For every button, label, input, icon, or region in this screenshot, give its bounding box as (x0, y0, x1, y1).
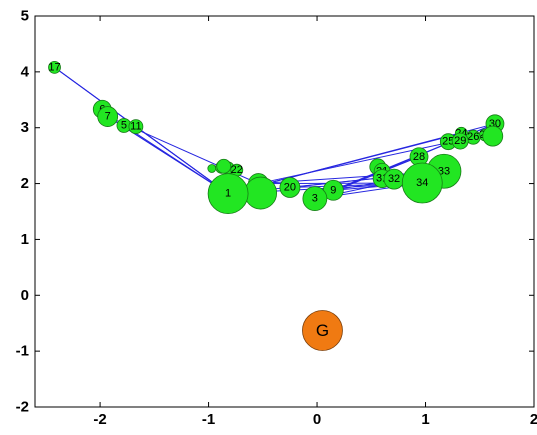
plot-frame (34, 15, 535, 408)
y-tick-label: 3 (21, 119, 29, 136)
node-label: 9 (330, 184, 336, 196)
node-marker (207, 164, 217, 173)
node-label: 33 (438, 165, 450, 177)
node-marker (401, 162, 443, 204)
x-tick-label: 1 (421, 411, 429, 428)
node-label: 3 (312, 193, 318, 205)
node-marker (216, 158, 232, 174)
node-marker (302, 186, 328, 212)
node-3: 3 (302, 186, 328, 212)
node-marker (128, 119, 144, 134)
y-tick-label: 1 (21, 231, 29, 248)
node-label: 25 (442, 136, 454, 148)
node-marker (451, 132, 469, 150)
node-label: 28 (413, 151, 425, 163)
node-label: 34 (416, 177, 428, 189)
center-node-g: G (302, 310, 343, 351)
node-label: 26 (467, 131, 479, 143)
node-11: 11 (128, 119, 144, 134)
node-label: 11 (130, 121, 141, 133)
node-14 (216, 158, 232, 174)
node-label: 7 (105, 111, 111, 123)
node-marker (97, 106, 119, 127)
node-32: 32 (383, 168, 405, 190)
node-label: 5 (121, 119, 127, 131)
node-1: 1 (207, 173, 249, 215)
node-2 (244, 176, 278, 210)
edge-line (123, 125, 229, 195)
node-29: 29 (451, 132, 469, 150)
center-node-label: G (316, 321, 329, 340)
x-tick-label: -2 (93, 411, 106, 428)
node-label: 1 (225, 188, 231, 200)
x-tick-label: 2 (530, 411, 537, 428)
node-25: 25 (439, 133, 457, 151)
y-tick-label: -2 (16, 399, 29, 416)
center-node-marker (302, 310, 343, 351)
node-label: 17 (48, 61, 60, 73)
node-marker (279, 177, 301, 198)
node-label: 20 (284, 181, 296, 193)
node-label: 32 (388, 173, 400, 185)
node-23 (482, 125, 504, 147)
node-marker (482, 125, 504, 147)
x-tick-label: 0 (313, 411, 321, 428)
y-tick-label: 2 (21, 175, 29, 192)
node-marker (244, 176, 278, 210)
node-13 (207, 164, 217, 173)
edge-line (258, 136, 474, 185)
node-34: 34 (401, 162, 443, 204)
node-marker (207, 173, 249, 215)
y-tick-label: 5 (21, 8, 29, 25)
node-7: 7 (97, 106, 119, 127)
y-tick-label: 4 (21, 63, 30, 80)
node-marker (48, 60, 61, 74)
node-20: 20 (279, 177, 301, 198)
y-tick-label: 0 (21, 287, 29, 304)
node-28: 28 (409, 147, 429, 167)
node-label: 22 (231, 164, 243, 176)
x-tick-label: -1 (202, 411, 215, 428)
node-label: 29 (454, 135, 466, 147)
nodes-layer: 172224275112621252963128307820932333134G (48, 60, 505, 351)
node-17: 17 (48, 60, 61, 74)
y-tick-label: -1 (16, 343, 29, 360)
